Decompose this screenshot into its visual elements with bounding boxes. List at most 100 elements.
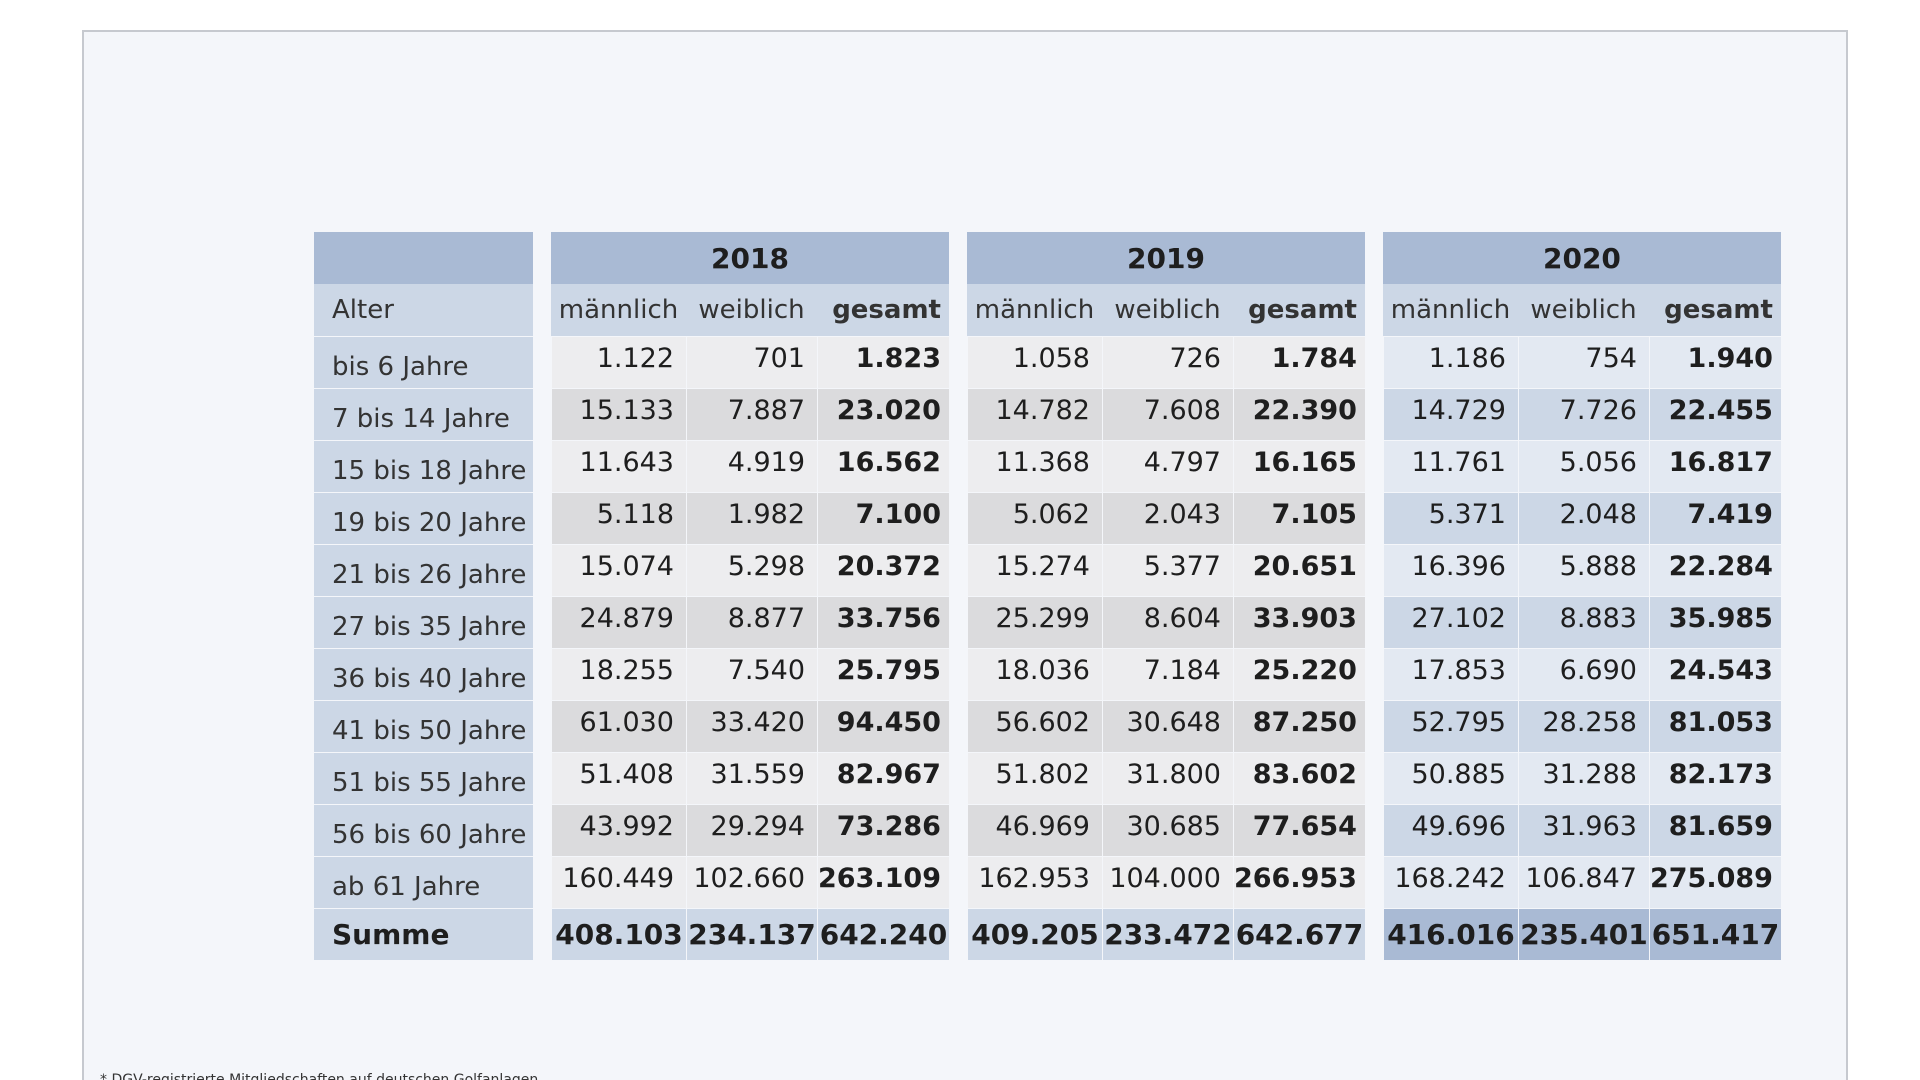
sub-header-männlich-2020: männlich <box>1382 284 1518 336</box>
sum-cell-weiblich: 234.137 <box>686 908 817 960</box>
year-header-row: 2018 2019 2020 <box>314 232 1781 284</box>
column-gap <box>1365 908 1383 960</box>
cell-weiblich: 7.726 <box>1517 388 1649 440</box>
cell-weiblich: 8.604 <box>1101 596 1233 648</box>
column-gap <box>533 596 551 648</box>
sum-cell-gesamt: 642.240 <box>817 908 949 960</box>
cell-weiblich: 7.887 <box>686 388 817 440</box>
table-row: ab 61 Jahre 160.449 102.660 263.109 162.953 1… <box>314 856 1781 908</box>
cell-weiblich: 2.048 <box>1517 492 1649 544</box>
year-header-2018: 2018 <box>551 232 949 284</box>
column-gap <box>949 544 967 596</box>
table-row: 41 bis 50 Jahre 61.030 33.420 94.450 56.602 3… <box>314 700 1781 752</box>
cell-weiblich: 31.963 <box>1517 804 1649 856</box>
row-label: 19 bis 20 Jahre <box>314 492 533 544</box>
cell-männlich: 27.102 <box>1382 596 1518 648</box>
column-gap <box>533 700 551 752</box>
cell-weiblich: 31.800 <box>1101 752 1233 804</box>
column-gap <box>1365 284 1383 336</box>
cell-männlich: 14.782 <box>966 388 1102 440</box>
row-label: 36 bis 40 Jahre <box>314 648 533 700</box>
cell-gesamt: 275.089 <box>1648 856 1781 908</box>
column-gap <box>949 752 967 804</box>
cell-männlich: 5.118 <box>551 492 686 544</box>
cell-gesamt: 1.784 <box>1232 336 1365 388</box>
column-gap <box>533 856 551 908</box>
cell-weiblich: 5.056 <box>1517 440 1649 492</box>
cell-weiblich: 31.559 <box>686 752 817 804</box>
column-gap <box>1365 544 1383 596</box>
sub-header-weiblich-2018: weiblich <box>686 284 817 336</box>
cell-männlich: 18.036 <box>966 648 1102 700</box>
cell-gesamt: 20.372 <box>817 544 949 596</box>
cell-gesamt: 263.109 <box>817 856 949 908</box>
cell-weiblich: 106.847 <box>1517 856 1649 908</box>
cell-weiblich: 1.982 <box>686 492 817 544</box>
cell-männlich: 43.992 <box>551 804 686 856</box>
cell-gesamt: 77.654 <box>1232 804 1365 856</box>
cell-männlich: 52.795 <box>1382 700 1518 752</box>
column-gap <box>949 440 967 492</box>
column-gap <box>1365 856 1383 908</box>
cell-gesamt: 7.105 <box>1232 492 1365 544</box>
table-row: 21 bis 26 Jahre 15.074 5.298 20.372 15.274 5.… <box>314 544 1781 596</box>
sub-header-weiblich-2019: weiblich <box>1101 284 1233 336</box>
row-label: 7 bis 14 Jahre <box>314 388 533 440</box>
sub-header-row: Alter männlich weiblich gesamt männlich weibl… <box>314 284 1781 336</box>
cell-männlich: 16.396 <box>1382 544 1518 596</box>
column-gap <box>1365 804 1383 856</box>
age-column-header: Alter <box>314 284 533 336</box>
cell-gesamt: 16.562 <box>817 440 949 492</box>
column-gap <box>1365 700 1383 752</box>
column-gap <box>1365 752 1383 804</box>
cell-weiblich: 754 <box>1517 336 1649 388</box>
cell-weiblich: 33.420 <box>686 700 817 752</box>
cell-männlich: 11.761 <box>1382 440 1518 492</box>
cell-gesamt: 25.795 <box>817 648 949 700</box>
year-header-2019: 2019 <box>966 232 1365 284</box>
column-gap <box>533 388 551 440</box>
cell-männlich: 15.274 <box>966 544 1102 596</box>
row-label: 41 bis 50 Jahre <box>314 700 533 752</box>
cell-gesamt: 24.543 <box>1648 648 1781 700</box>
column-gap <box>533 284 551 336</box>
cell-weiblich: 4.919 <box>686 440 817 492</box>
cell-gesamt: 25.220 <box>1232 648 1365 700</box>
sum-cell-weiblich: 235.401 <box>1517 908 1649 960</box>
cell-weiblich: 5.888 <box>1517 544 1649 596</box>
cell-männlich: 1.058 <box>966 336 1102 388</box>
sum-cell-gesamt: 642.677 <box>1232 908 1365 960</box>
cell-weiblich: 7.540 <box>686 648 817 700</box>
cell-männlich: 1.186 <box>1382 336 1518 388</box>
row-label: 15 bis 18 Jahre <box>314 440 533 492</box>
column-gap <box>949 388 967 440</box>
sum-label: Summe <box>314 908 533 960</box>
footnote: * DGV-registrierte Mitgliedschaften auf … <box>100 1072 539 1080</box>
cell-männlich: 18.255 <box>551 648 686 700</box>
table-row: 19 bis 20 Jahre 5.118 1.982 7.100 5.062 2.043… <box>314 492 1781 544</box>
cell-weiblich: 701 <box>686 336 817 388</box>
column-gap <box>949 700 967 752</box>
cell-weiblich: 5.377 <box>1101 544 1233 596</box>
cell-gesamt: 81.053 <box>1648 700 1781 752</box>
column-gap <box>533 804 551 856</box>
sum-row: Summe 408.103 234.137 642.240 409.205 233.472… <box>314 908 1781 960</box>
cell-männlich: 5.371 <box>1382 492 1518 544</box>
cell-männlich: 49.696 <box>1382 804 1518 856</box>
cell-gesamt: 22.284 <box>1648 544 1781 596</box>
column-gap <box>1365 596 1383 648</box>
column-gap <box>1365 648 1383 700</box>
cell-männlich: 51.802 <box>966 752 1102 804</box>
cell-gesamt: 7.100 <box>817 492 949 544</box>
column-gap <box>533 648 551 700</box>
sum-cell-weiblich: 233.472 <box>1101 908 1233 960</box>
column-gap <box>1365 232 1383 284</box>
cell-weiblich: 28.258 <box>1517 700 1649 752</box>
cell-weiblich: 29.294 <box>686 804 817 856</box>
table-row: 56 bis 60 Jahre 43.992 29.294 73.286 46.969 3… <box>314 804 1781 856</box>
cell-gesamt: 1.940 <box>1648 336 1781 388</box>
cell-gesamt: 16.817 <box>1648 440 1781 492</box>
cell-männlich: 11.368 <box>966 440 1102 492</box>
cell-weiblich: 7.184 <box>1101 648 1233 700</box>
